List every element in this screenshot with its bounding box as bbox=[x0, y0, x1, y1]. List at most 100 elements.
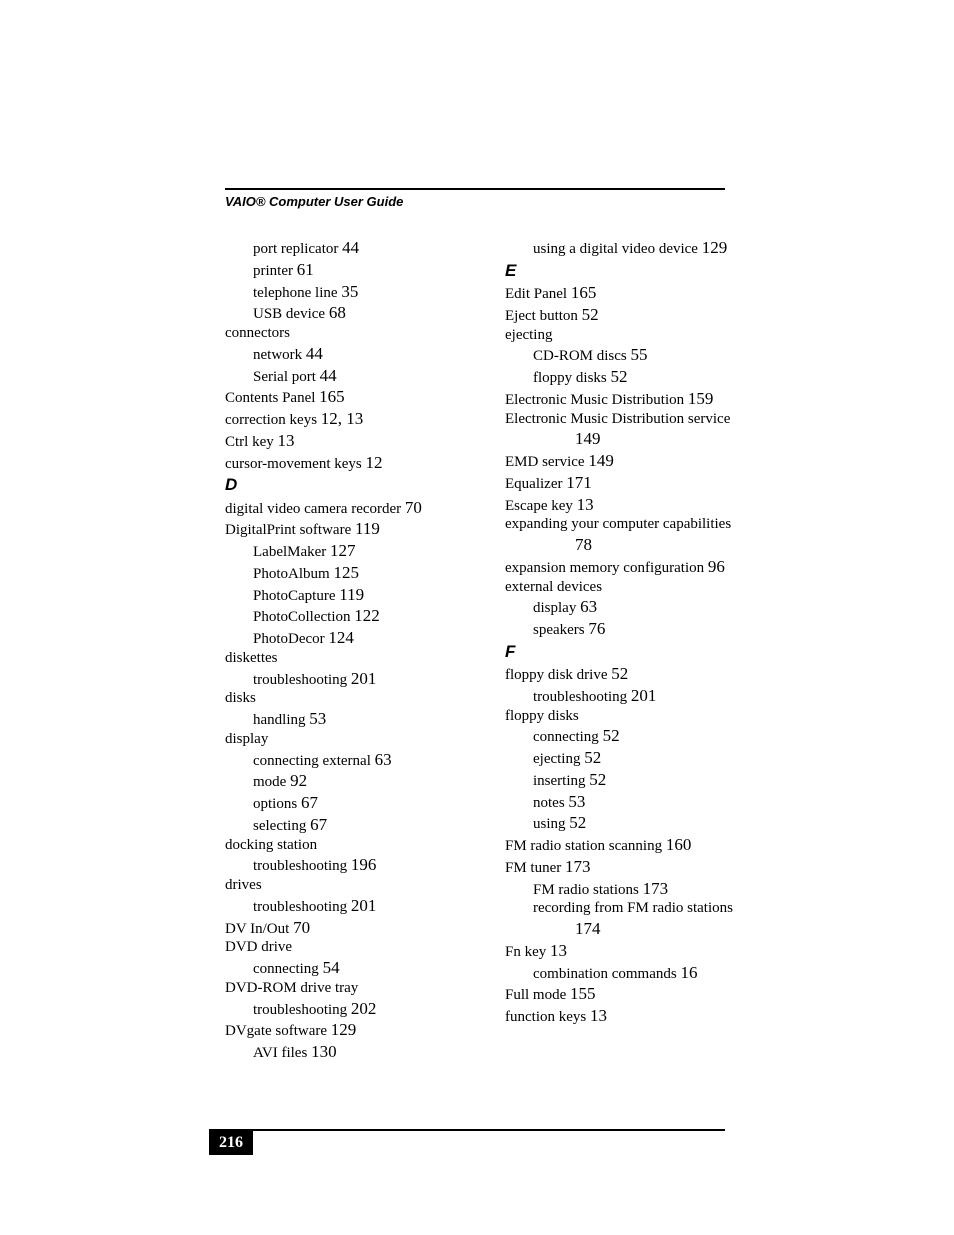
index-entry: expanding your computer capabilities bbox=[505, 515, 750, 534]
index-entry: Fn key 13 bbox=[505, 940, 750, 962]
index-page-ref: 201 bbox=[631, 686, 657, 705]
index-entry-text: speakers bbox=[533, 622, 588, 638]
index-entry: Equalizer 171 bbox=[505, 472, 750, 494]
index-page-ref: 55 bbox=[631, 345, 648, 364]
index-entry: CD-ROM discs 55 bbox=[505, 344, 750, 366]
index-entry: floppy disks bbox=[505, 707, 750, 726]
index-entry: display bbox=[225, 730, 470, 749]
index-entry-text: floppy disks bbox=[505, 708, 579, 724]
index-entry: correction keys 12, 13 bbox=[225, 408, 470, 430]
index-page-ref: 173 bbox=[565, 857, 591, 876]
index-entry-text: Electronic Music Distribution bbox=[505, 392, 688, 408]
index-entry-text: floppy disk drive bbox=[505, 667, 611, 683]
index-entry-text: network bbox=[253, 347, 306, 363]
index-entry-text: DigitalPrint software bbox=[225, 522, 355, 538]
index-entry-text: port replicator bbox=[253, 241, 342, 257]
index-columns: port replicator 44 printer 61 telephone li… bbox=[225, 237, 834, 1063]
index-page-ref: 70 bbox=[293, 918, 310, 937]
index-entry: EMD service 149 bbox=[505, 450, 750, 472]
index-entry: Eject button 52 bbox=[505, 304, 750, 326]
index-entry-text: mode bbox=[253, 774, 290, 790]
index-entry-text: disks bbox=[225, 690, 256, 706]
index-entry: options 67 bbox=[225, 792, 470, 814]
index-entry-text: troubleshooting bbox=[253, 672, 351, 688]
index-entry-text: handling bbox=[253, 712, 309, 728]
index-page-ref: 53 bbox=[568, 792, 585, 811]
index-entry-text: diskettes bbox=[225, 650, 278, 666]
page-container: VAIO® Computer User Guide port replicato… bbox=[0, 0, 954, 1235]
index-entry-text: Electronic Music Distribution service bbox=[505, 411, 730, 427]
index-entry-text: connecting bbox=[253, 961, 323, 977]
index-entry-text: PhotoDecor bbox=[253, 631, 328, 647]
index-entry-text: FM tuner bbox=[505, 860, 565, 876]
index-entry-text: PhotoCapture bbox=[253, 588, 339, 604]
index-entry: 78 bbox=[505, 534, 750, 556]
index-page-ref: 119 bbox=[355, 519, 380, 538]
index-page-ref: 35 bbox=[341, 282, 358, 301]
index-entry-text: AVI files bbox=[253, 1045, 311, 1061]
index-page-ref: 149 bbox=[575, 429, 601, 448]
index-entry-text: cursor-movement keys bbox=[225, 456, 366, 472]
index-entry: ejecting 52 bbox=[505, 747, 750, 769]
index-entry: Ctrl key 13 bbox=[225, 430, 470, 452]
index-page-ref: 52 bbox=[584, 748, 601, 767]
index-entry-text: floppy disks bbox=[533, 370, 611, 386]
index-entry-text: printer bbox=[253, 263, 297, 279]
index-heading-letter: F bbox=[505, 641, 750, 662]
index-entry-text: connecting external bbox=[253, 753, 375, 769]
index-page-ref: 174 bbox=[575, 919, 601, 938]
index-entry: mode 92 bbox=[225, 770, 470, 792]
index-entry-text: PhotoCollection bbox=[253, 609, 354, 625]
index-page-ref: 70 bbox=[405, 498, 422, 517]
index-page-ref: 76 bbox=[588, 619, 605, 638]
index-page-ref: 13 bbox=[550, 941, 567, 960]
index-entry: connecting 54 bbox=[225, 957, 470, 979]
index-entry-text: expansion memory configuration bbox=[505, 560, 708, 576]
index-entry: PhotoAlbum 125 bbox=[225, 562, 470, 584]
index-entry-text: connecting bbox=[533, 729, 603, 745]
index-entry: connectors bbox=[225, 324, 470, 343]
index-entry: handling 53 bbox=[225, 708, 470, 730]
index-entry-text: troubleshooting bbox=[533, 689, 631, 705]
index-entry: speakers 76 bbox=[505, 618, 750, 640]
index-entry-text: Serial port bbox=[253, 369, 320, 385]
index-entry: selecting 67 bbox=[225, 814, 470, 836]
index-entry: inserting 52 bbox=[505, 769, 750, 791]
index-entry: FM radio stations 173 bbox=[505, 878, 750, 900]
index-page-ref: 92 bbox=[290, 771, 307, 790]
index-page-ref: 12 bbox=[366, 453, 383, 472]
index-page-ref: 67 bbox=[310, 815, 327, 834]
index-entry-text: troubleshooting bbox=[253, 858, 351, 874]
index-entry: DVgate software 129 bbox=[225, 1019, 470, 1041]
index-entry-text: selecting bbox=[253, 818, 310, 834]
index-entry: using 52 bbox=[505, 812, 750, 834]
index-page-ref: 52 bbox=[589, 770, 606, 789]
index-page-ref: 119 bbox=[339, 585, 364, 604]
index-page-ref: 122 bbox=[354, 606, 380, 625]
index-page-ref: 173 bbox=[643, 879, 669, 898]
index-entry: notes 53 bbox=[505, 791, 750, 813]
index-entry-text: Ctrl key bbox=[225, 434, 278, 450]
index-page-ref: 61 bbox=[297, 260, 314, 279]
index-entry: PhotoCollection 122 bbox=[225, 605, 470, 627]
index-entry-text: PhotoAlbum bbox=[253, 566, 333, 582]
index-entry: connecting 52 bbox=[505, 725, 750, 747]
index-page-ref: 44 bbox=[306, 344, 323, 363]
index-entry-text: correction keys bbox=[225, 412, 321, 428]
index-entry-text: notes bbox=[533, 795, 568, 811]
index-entry-text: function keys bbox=[505, 1009, 590, 1025]
index-entry: telephone line 35 bbox=[225, 281, 470, 303]
index-page-ref: 52 bbox=[611, 367, 628, 386]
index-entry-text: inserting bbox=[533, 773, 589, 789]
index-page-ref: 16 bbox=[680, 963, 697, 982]
index-page-ref: 63 bbox=[580, 597, 597, 616]
index-entry: AVI files 130 bbox=[225, 1041, 470, 1063]
index-entry: drives bbox=[225, 876, 470, 895]
index-entry-text: LabelMaker bbox=[253, 544, 330, 560]
index-entry-text: digital video camera recorder bbox=[225, 501, 405, 517]
index-entry-text: using a digital video device bbox=[533, 241, 702, 257]
index-entry-text: drives bbox=[225, 877, 262, 893]
left-column: port replicator 44 printer 61 telephone li… bbox=[225, 237, 470, 1063]
index-page-ref: 202 bbox=[351, 999, 377, 1018]
index-entry-text: DV In/Out bbox=[225, 921, 293, 937]
